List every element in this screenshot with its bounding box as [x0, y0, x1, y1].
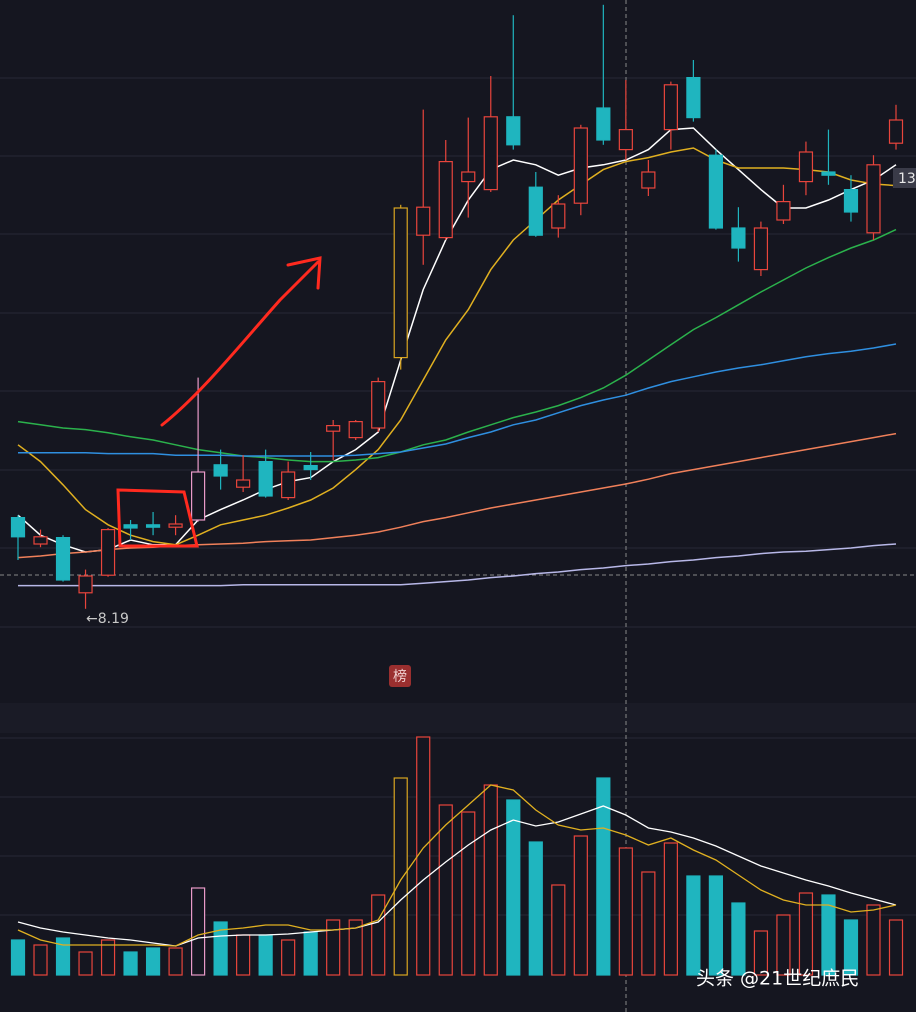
volume-bar: [483, 784, 498, 976]
candle-body: [236, 479, 251, 488]
volume-bar: [281, 939, 296, 976]
candle-body: [866, 164, 881, 234]
candle-body: [888, 119, 904, 144]
volume-bar: [731, 902, 746, 976]
volume-bar: [258, 934, 273, 976]
volume-bar: [888, 919, 904, 976]
volume-bar: [708, 875, 723, 976]
volume-bar: [461, 811, 476, 976]
volume-bar: [663, 842, 678, 976]
volume-bar: [641, 871, 656, 976]
candle-body: [821, 171, 836, 176]
candle-body: [326, 425, 341, 432]
candle-body: [641, 171, 656, 189]
volume-bar: [348, 919, 363, 976]
candle-body: [438, 161, 453, 239]
candle-body: [753, 227, 769, 271]
candle-body: [281, 471, 296, 499]
candle-body: [393, 207, 408, 359]
candle-body: [145, 524, 161, 528]
volume-bar: [371, 894, 386, 976]
volume-bar: [10, 939, 26, 976]
volume-bar: [866, 904, 881, 976]
volume-ma-line: [17, 805, 897, 947]
candle-body: [618, 129, 633, 151]
volume-bar: [596, 777, 611, 976]
volume-bar: [191, 887, 206, 976]
volume-bar: [416, 736, 431, 976]
volume-bar: [843, 919, 859, 976]
volume-bar: [33, 944, 48, 976]
ma-line: [17, 147, 897, 546]
panel-divider: [0, 703, 916, 733]
candle-body: [416, 206, 431, 236]
volume-bar: [821, 894, 836, 976]
candle-body: [78, 575, 93, 594]
candle-body: [573, 127, 588, 204]
candle-body: [191, 471, 206, 521]
badge-box: [389, 665, 411, 687]
candle-body: [528, 186, 543, 236]
candle-body: [348, 421, 363, 439]
candle-body: [371, 381, 386, 429]
low-label: ←8.19: [86, 611, 129, 627]
candle-body: [686, 76, 701, 119]
candle-body: [483, 116, 498, 191]
volume-bar: [686, 875, 701, 976]
candle-body: [168, 523, 183, 528]
grid: [0, 77, 916, 916]
hand-box: [116, 488, 199, 548]
candle-body: [506, 116, 521, 146]
volume-bar: [798, 892, 814, 976]
candle-body: [10, 516, 26, 538]
volume-bar: [78, 951, 93, 976]
candle-body: [731, 227, 746, 249]
volume-bar: [438, 804, 453, 976]
candle-body: [843, 189, 859, 213]
candle-body: [303, 465, 318, 471]
volume-bar: [753, 930, 769, 976]
volume-bar: [236, 934, 251, 976]
badge: 榜: [393, 668, 407, 685]
hand-arrow: [160, 256, 322, 427]
watermark: 头条 @21世纪庶民: [696, 968, 859, 990]
volume-bar: [168, 947, 183, 976]
volume-bar: [326, 919, 341, 976]
volume-bar: [528, 841, 543, 976]
candle-body: [33, 536, 48, 545]
candle-body: [258, 461, 273, 497]
volume-bar: [55, 937, 71, 976]
candle-body: [663, 84, 678, 131]
candle-body: [708, 154, 723, 229]
candle-body: [55, 536, 71, 581]
volume-ma-line: [17, 784, 897, 947]
ma-line: [17, 228, 897, 463]
candle-body: [123, 524, 138, 529]
candle-body: [798, 151, 814, 183]
candle-body: [461, 171, 476, 183]
candle-body: [596, 107, 611, 141]
volume-bar: [393, 777, 408, 976]
volume-bar: [123, 951, 138, 976]
volume-bar: [506, 799, 521, 976]
ma-line: [18, 543, 897, 587]
volume-bar: [145, 947, 161, 976]
candle-body: [100, 528, 116, 576]
price-label: 13: [898, 171, 916, 187]
candle-body: [776, 201, 791, 221]
ma-line: [18, 343, 897, 457]
candle-body: [551, 203, 566, 229]
volume-bar: [551, 884, 566, 976]
price-tag: [893, 168, 916, 188]
volume-bar: [776, 914, 791, 976]
volume-bar: [100, 939, 116, 976]
volume-bar: [618, 847, 633, 976]
volume-bar: [303, 931, 318, 976]
candle-body: [213, 464, 228, 477]
volume-bar: [573, 835, 588, 976]
